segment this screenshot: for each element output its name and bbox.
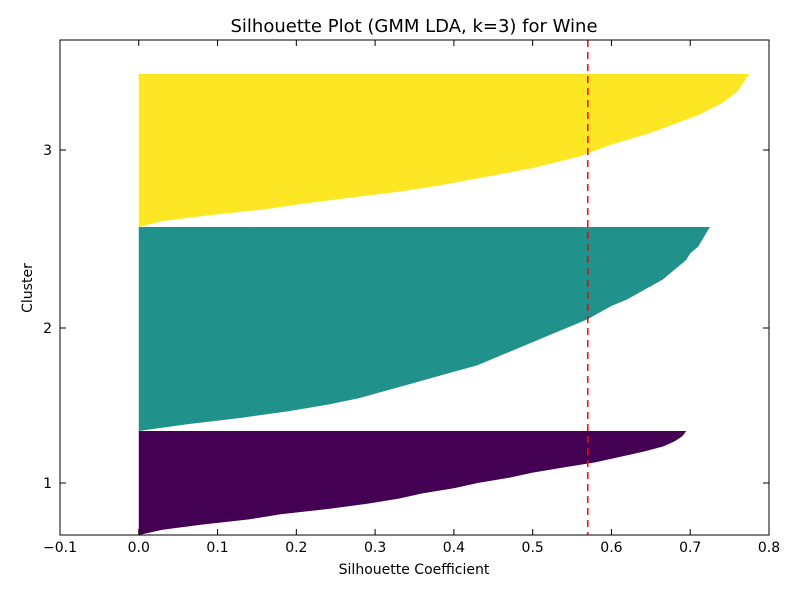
x-tick-label: 0.7: [679, 540, 701, 556]
plot-area: −0.1 0.0 0.1 0.2 0.3 0.4 0.5 0.6 0.7 0.8 1 2 3: [43, 39, 780, 556]
x-tick-label: 0.8: [758, 540, 780, 556]
cluster-3-silhouette: [138, 74, 750, 227]
x-tick-label: 0.4: [443, 540, 465, 556]
x-tick-label: 0.1: [206, 540, 228, 556]
x-tick-label: 0.6: [600, 540, 622, 556]
plot-frame: [59, 39, 770, 536]
cluster-1-silhouette: [138, 431, 687, 535]
x-tick-label: 0.3: [364, 540, 386, 556]
x-tick-label: −0.1: [43, 540, 77, 556]
x-tick-label: 0.2: [285, 540, 307, 556]
x-tick-label: 0.0: [128, 540, 150, 556]
y-tick-label: 3: [43, 143, 52, 159]
y-axis-label: Cluster: [20, 263, 36, 313]
cluster-2-silhouette: [138, 227, 710, 431]
x-tick-label: 0.5: [522, 540, 544, 556]
y-tick-label: 2: [43, 321, 52, 337]
y-tick-label: 1: [43, 476, 52, 492]
chart-title: Silhouette Plot (GMM LDA, k=3) for Wine: [230, 16, 597, 37]
x-axis-label: Silhouette Coefficient: [339, 562, 490, 578]
